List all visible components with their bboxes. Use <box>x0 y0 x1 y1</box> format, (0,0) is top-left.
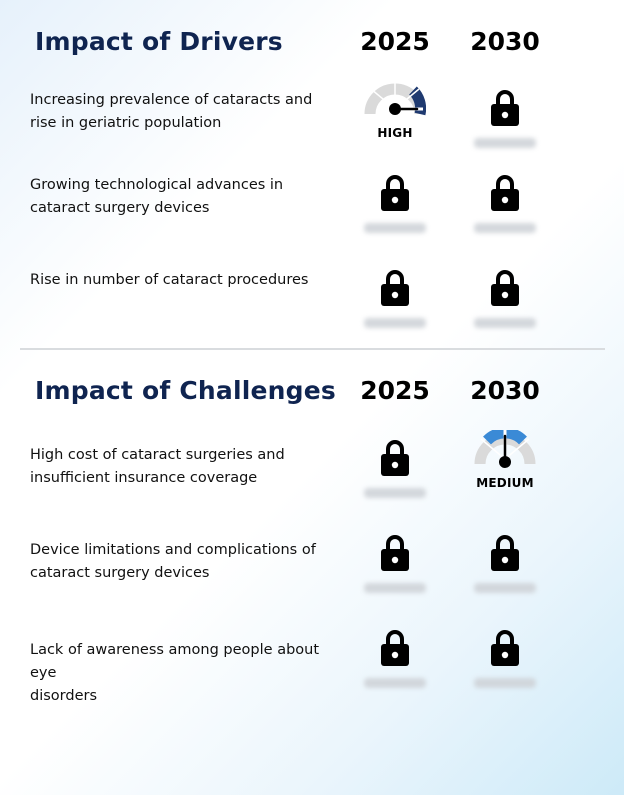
gauge-label-high: HIGH <box>377 126 413 140</box>
blurred-value <box>474 583 536 593</box>
lock-icon <box>381 270 409 306</box>
gauge-high-icon <box>364 81 426 116</box>
blurred-value <box>474 223 536 233</box>
blurred-value <box>474 138 536 148</box>
lock-icon <box>381 440 409 476</box>
blurred-value <box>364 223 426 233</box>
lock-icon <box>491 535 519 571</box>
lock-icon <box>381 175 409 211</box>
driver-row-3-line1: Rise in number of cataract procedures <box>30 272 309 288</box>
driver-row-1-label: Increasing prevalence of cataracts and r… <box>30 89 350 135</box>
challenge-row-2-2030 <box>450 533 560 593</box>
challenges-title: Impact of Challenges <box>35 376 336 405</box>
challenge-row-1-2030: MEDIUM <box>450 430 560 490</box>
section-divider <box>20 348 605 350</box>
challenge-row-1-label: High cost of cataract surgeries and insu… <box>30 444 350 490</box>
blurred-value <box>364 583 426 593</box>
driver-row-2-label: Growing technological advances in catara… <box>30 174 350 220</box>
challenge-row-3-2025 <box>340 628 450 688</box>
blurred-value <box>474 678 536 688</box>
lock-icon <box>381 630 409 666</box>
gauge-medium-icon <box>474 430 536 468</box>
challenge-row-1-2025 <box>340 438 450 498</box>
driver-row-2-2025 <box>340 173 450 233</box>
blurred-value <box>364 488 426 498</box>
lock-icon <box>491 270 519 306</box>
challenges-year-2030: 2030 <box>470 376 540 405</box>
driver-row-1-line1: Increasing prevalence of cataracts and <box>30 92 313 108</box>
lock-icon <box>381 535 409 571</box>
driver-row-3-label: Rise in number of cataract procedures <box>30 269 350 292</box>
blurred-value <box>364 318 426 328</box>
driver-row-1-line2: rise in geriatric population <box>30 115 222 131</box>
drivers-year-2030: 2030 <box>470 27 540 56</box>
gauge-label-medium: MEDIUM <box>476 476 534 490</box>
lock-icon <box>491 630 519 666</box>
driver-row-3-2030 <box>450 268 560 328</box>
driver-row-1-2030 <box>450 88 560 148</box>
challenge-row-3-line2: disorders <box>30 688 98 704</box>
lock-icon <box>491 90 519 126</box>
driver-row-1-2025: HIGH <box>340 80 450 140</box>
challenge-row-2-label: Device limitations and complications of … <box>30 539 350 585</box>
challenge-row-2-line1: Device limitations and complications of <box>30 542 316 558</box>
challenge-row-3-2030 <box>450 628 560 688</box>
challenge-row-3-label: Lack of awareness among people about eye… <box>30 639 350 708</box>
challenge-row-3-line1: Lack of awareness among people about eye <box>30 642 320 681</box>
challenge-row-1-line2: insufficient insurance coverage <box>30 470 258 486</box>
challenge-row-1-line1: High cost of cataract surgeries and <box>30 447 285 463</box>
lock-icon <box>491 175 519 211</box>
driver-row-2-2030 <box>450 173 560 233</box>
driver-row-2-line2: cataract surgery devices <box>30 200 210 216</box>
challenges-year-2025: 2025 <box>360 376 430 405</box>
challenge-row-2-line2: cataract surgery devices <box>30 565 210 581</box>
drivers-title: Impact of Drivers <box>35 27 283 56</box>
challenge-row-2-2025 <box>340 533 450 593</box>
driver-row-2-line1: Growing technological advances in <box>30 177 284 193</box>
driver-row-3-2025 <box>340 268 450 328</box>
drivers-year-2025: 2025 <box>360 27 430 56</box>
blurred-value <box>474 318 536 328</box>
blurred-value <box>364 678 426 688</box>
